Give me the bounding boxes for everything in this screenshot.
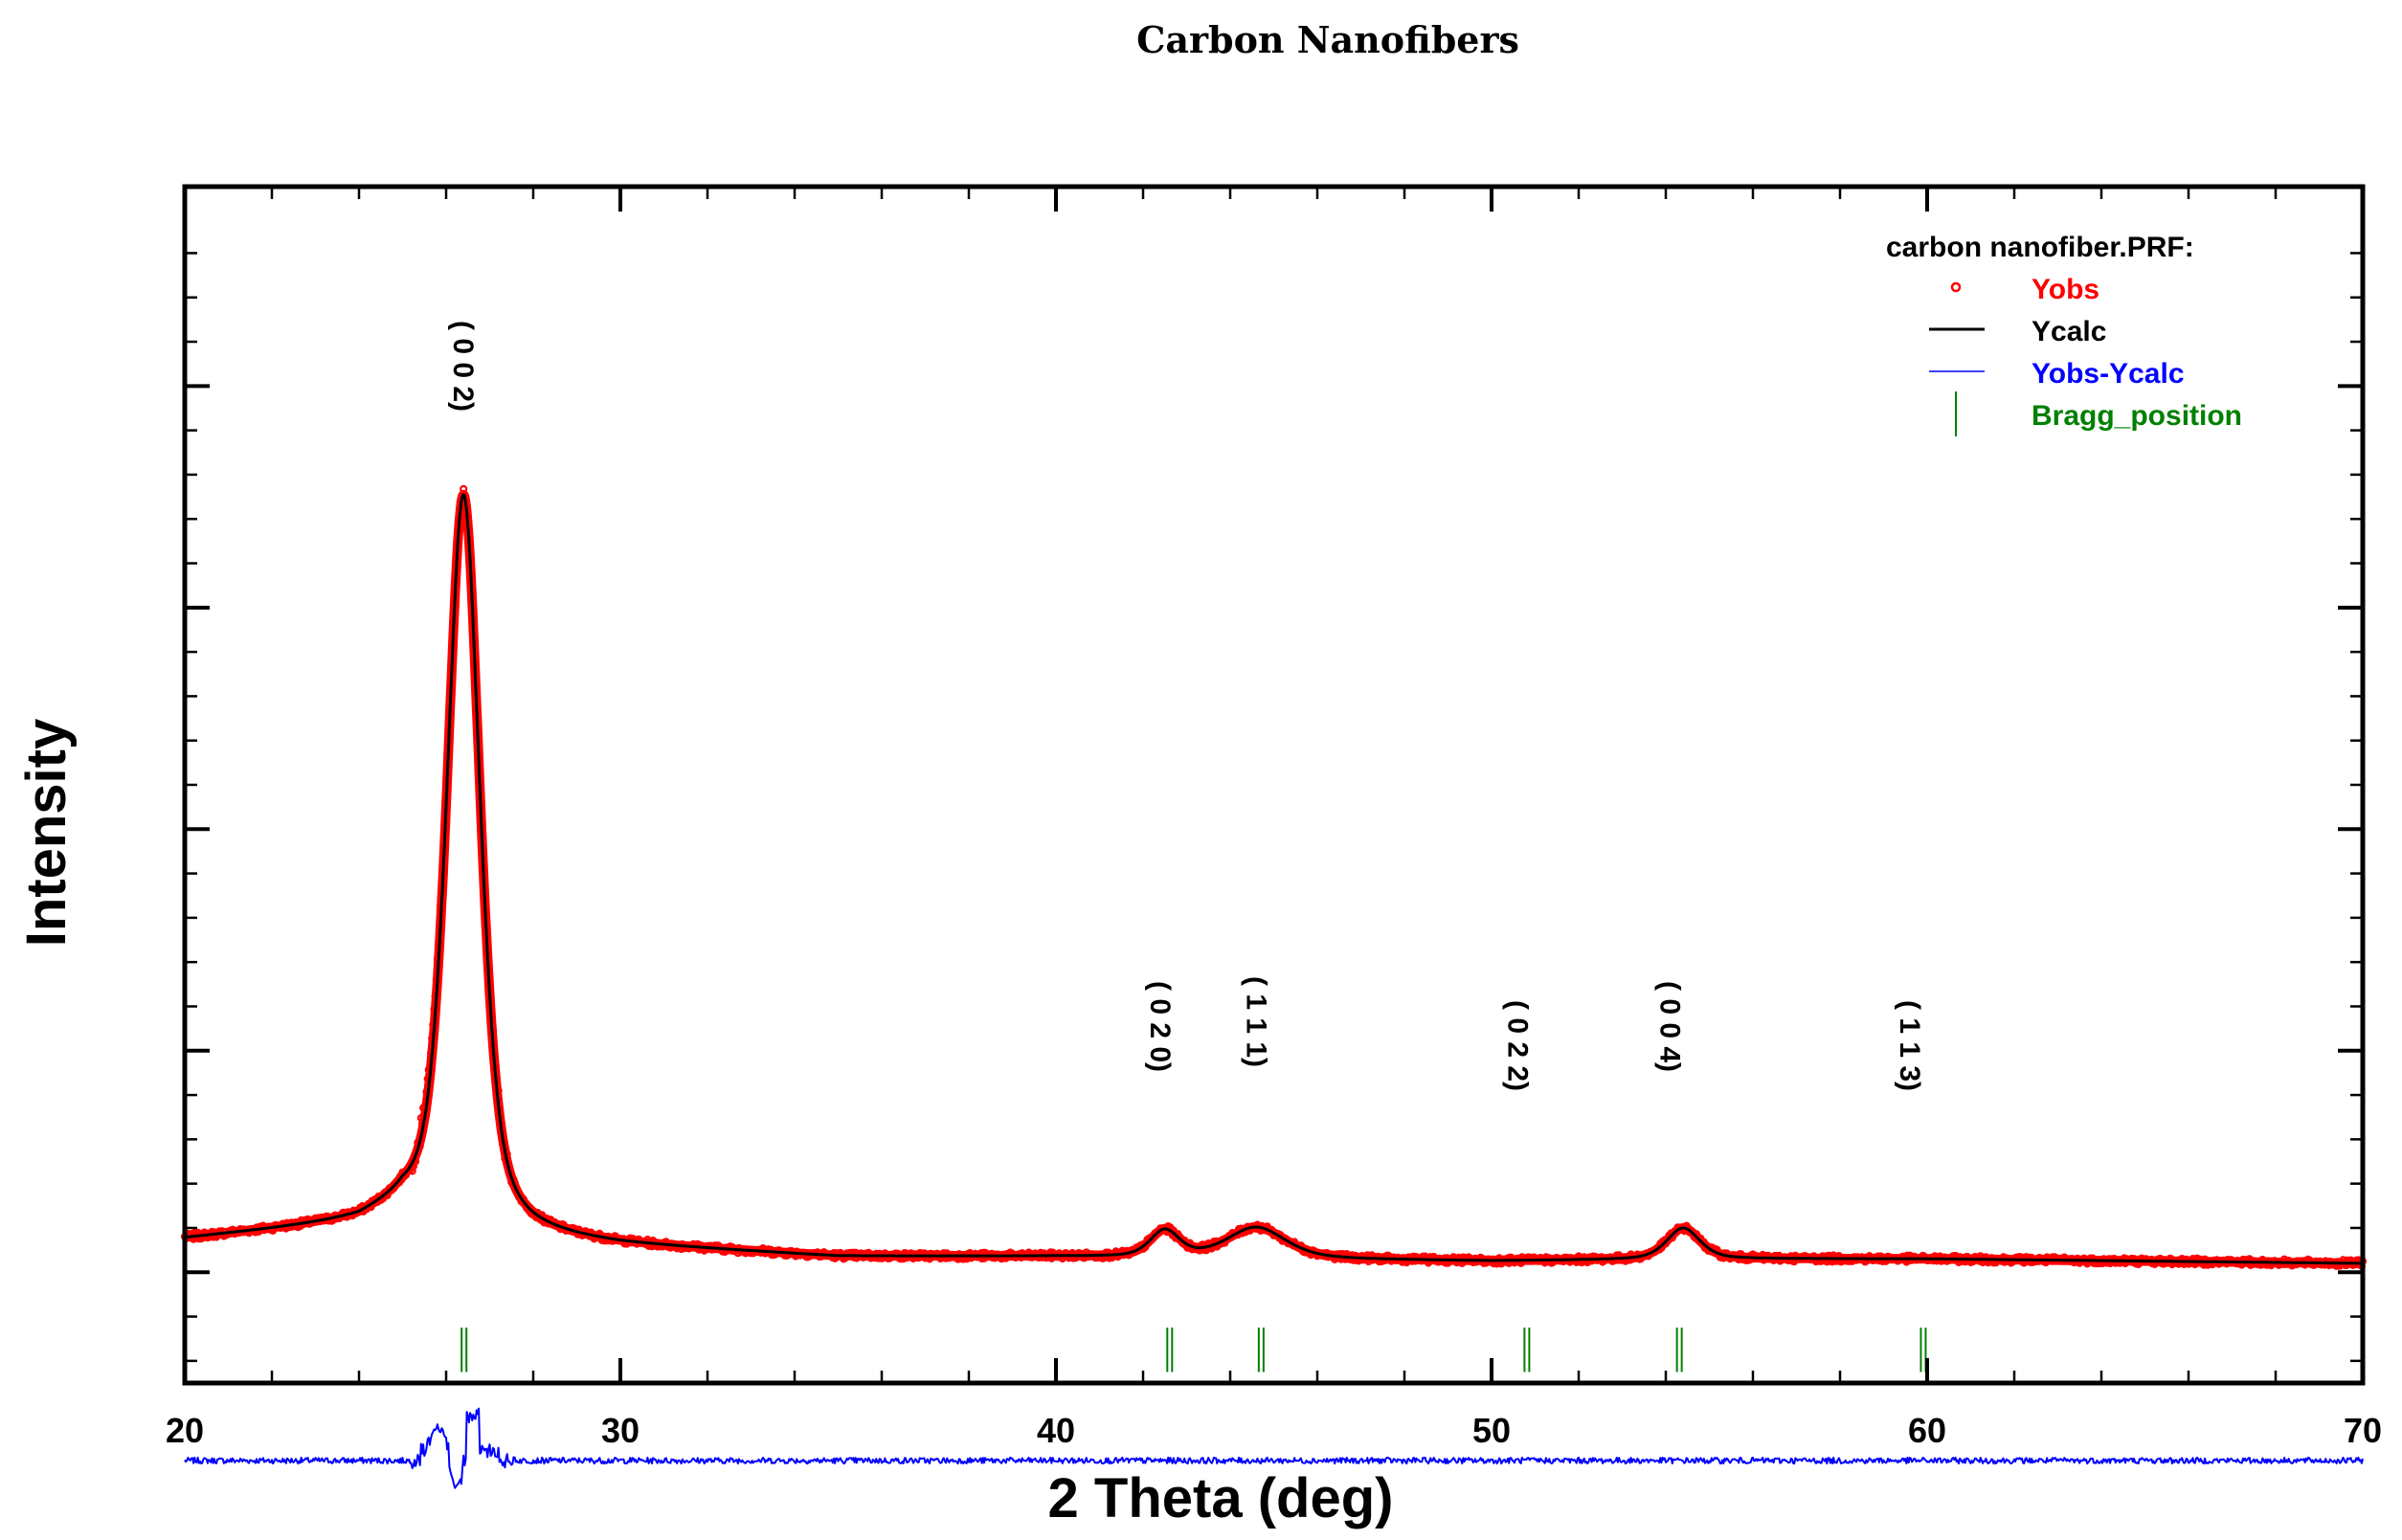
x-axis-label: 2 Theta (deg)	[1048, 1467, 1394, 1529]
y-axis-label: Intensity	[15, 719, 78, 948]
hkl-label: ( 1 1 3)	[1894, 1000, 1925, 1091]
legend-label: Ycalc	[2032, 316, 2106, 347]
x-tick-label: 60	[1908, 1411, 1946, 1450]
chart-title: Carbon Nanofibers	[1136, 18, 1519, 61]
legend-label: Yobs	[2032, 274, 2099, 305]
hkl-label: ( 0 2 2)	[1501, 1000, 1533, 1091]
legend: carbon nanofiber.PRF: Yobs Ycalc Yobs-Ycal…	[1886, 232, 2242, 436]
series-yobs	[180, 484, 2368, 1271]
bragg-position-ticks	[460, 1328, 1927, 1373]
x-tick-label: 20	[166, 1411, 204, 1450]
ycalc-line	[184, 493, 2363, 1265]
x-tick-label: 30	[601, 1411, 640, 1450]
hkl-labels: ( 0 0 2) ( 0 2 0) ( 1 1 1) ( 0 2 2) ( 0 0 4)…	[447, 321, 1925, 1091]
x-tick-label: 70	[2344, 1411, 2382, 1450]
x-tick-label: 50	[1472, 1411, 1511, 1450]
legend-label: Bragg_position	[2032, 400, 2242, 432]
yobs-band	[180, 489, 2367, 1268]
hkl-label: ( 0 0 2)	[447, 321, 479, 412]
hkl-label: ( 1 1 1)	[1240, 976, 1271, 1067]
hkl-label: ( 0 0 4)	[1654, 981, 1686, 1072]
legend-marker-yobs	[1950, 281, 1962, 293]
legend-title: carbon nanofiber.PRF:	[1886, 232, 2194, 263]
hkl-label: ( 0 2 0)	[1144, 981, 1176, 1072]
x-tick-label: 40	[1037, 1411, 1075, 1450]
series-yobs-ycalc	[184, 1407, 2364, 1489]
axes: 20 30 40 50 60 70	[166, 184, 2382, 1450]
legend-label: Yobs-Ycalc	[2032, 358, 2185, 390]
difference-line	[184, 1407, 2364, 1489]
series-ycalc	[184, 493, 2363, 1265]
